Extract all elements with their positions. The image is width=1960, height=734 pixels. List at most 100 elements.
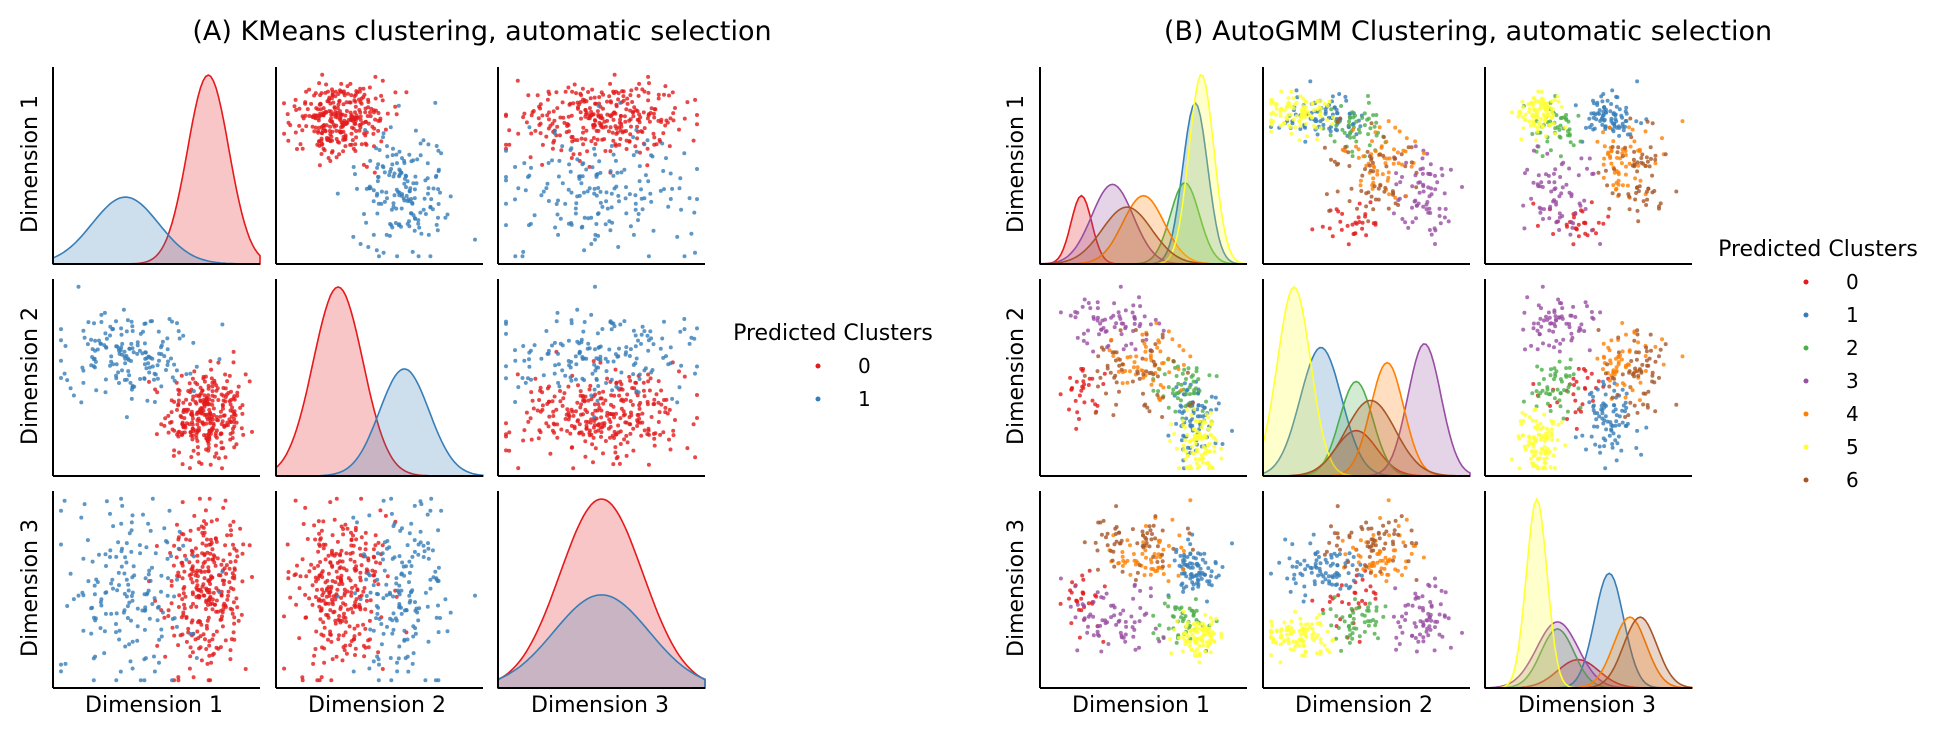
scatter-point-cluster-1 — [396, 656, 401, 661]
scatter-point-cluster-0 — [184, 397, 189, 402]
scatter-point-cluster-1 — [217, 357, 222, 362]
scatter-point-cluster-1 — [143, 576, 148, 581]
scatter-point-cluster-1 — [1178, 553, 1183, 558]
scatter-point-cluster-1 — [408, 211, 413, 216]
scatter-point-cluster-0 — [341, 149, 346, 154]
scatter-point-cluster-3 — [1552, 180, 1557, 185]
scatter-point-cluster-2 — [1558, 116, 1563, 121]
scatter-point-cluster-1 — [71, 597, 76, 602]
scatter-point-cluster-0 — [332, 106, 337, 110]
scatter-point-cluster-0 — [1320, 224, 1325, 229]
scatter-point-cluster-0 — [671, 118, 676, 123]
scatter-point-cluster-0 — [288, 595, 293, 600]
scatter-point-cluster-0 — [315, 587, 319, 592]
scatter-point-cluster-6 — [1610, 375, 1615, 380]
scatter-point-cluster-0 — [201, 397, 206, 402]
scatter-point-cluster-1 — [1610, 445, 1615, 450]
scatter-point-cluster-0 — [521, 115, 526, 120]
scatter-point-cluster-0 — [619, 382, 624, 387]
scatter-point-cluster-0 — [547, 399, 551, 404]
scatter-point-cluster-0 — [609, 402, 613, 407]
scatter-point-cluster-0 — [516, 131, 521, 136]
scatter-point-cluster-0 — [220, 610, 225, 615]
scatter-point-cluster-1 — [575, 307, 580, 312]
scatter-point-cluster-0 — [1585, 375, 1590, 380]
scatter-point-cluster-0 — [355, 623, 360, 628]
scatter-point-cluster-1 — [1620, 420, 1625, 425]
scatter-point-cluster-1 — [1323, 111, 1328, 116]
scatter-point-cluster-6 — [1646, 389, 1651, 394]
scatter-point-cluster-0 — [366, 638, 371, 643]
scatter-point-cluster-0 — [366, 121, 371, 126]
scatter-point-cluster-4 — [1401, 148, 1406, 153]
scatter-point-cluster-0 — [329, 678, 334, 683]
scatter-point-cluster-1 — [425, 604, 430, 609]
scatter-point-cluster-1 — [693, 371, 697, 376]
scatter-point-cluster-0 — [326, 637, 330, 642]
scatter-point-cluster-0 — [590, 411, 595, 416]
scatter-point-cluster-1 — [431, 575, 436, 580]
scatter-point-cluster-1 — [662, 187, 666, 192]
scatter-point-cluster-4 — [1413, 139, 1418, 144]
scatter-point-cluster-3 — [1552, 198, 1556, 203]
scatter-point-cluster-6 — [1649, 348, 1653, 353]
scatter-point-cluster-4 — [1358, 183, 1363, 188]
scatter-point-cluster-0 — [357, 128, 362, 133]
scatter-point-cluster-0 — [565, 124, 570, 128]
scatter-point-cluster-1 — [596, 211, 601, 216]
scatter-point-cluster-5 — [1331, 115, 1335, 120]
scatter-point-cluster-6 — [1603, 371, 1608, 376]
scatter-point-cluster-1 — [362, 212, 366, 216]
scatter-point-cluster-1 — [119, 326, 124, 331]
scatter-point-cluster-0 — [357, 123, 362, 128]
scatter-point-cluster-1 — [367, 184, 372, 189]
scatter-point-cluster-0 — [180, 632, 185, 637]
scatter-point-cluster-1 — [609, 205, 614, 210]
scatter-point-cluster-1 — [390, 153, 395, 158]
scatter-point-cluster-1 — [593, 152, 597, 157]
scatter-point-cluster-0 — [195, 583, 200, 588]
scatter-point-cluster-0 — [341, 633, 346, 638]
scatter-point-cluster-1 — [1593, 442, 1598, 447]
scatter-point-cluster-3 — [1081, 331, 1086, 336]
scatter-point-cluster-1 — [522, 161, 527, 166]
scatter-point-cluster-0 — [352, 637, 357, 642]
scatter-point-cluster-0 — [201, 632, 206, 637]
scatter-point-cluster-1 — [402, 628, 407, 633]
scatter-point-cluster-5 — [1542, 460, 1547, 465]
scatter-point-cluster-1 — [127, 600, 132, 605]
scatter-point-cluster-0 — [169, 601, 174, 606]
scatter-point-cluster-0 — [1356, 215, 1361, 220]
scatter-point-cluster-1 — [358, 242, 363, 246]
scatter-point-cluster-4 — [1170, 337, 1175, 342]
scatter-point-cluster-1 — [636, 338, 640, 343]
scatter-point-cluster-1 — [1303, 139, 1308, 144]
scatter-point-cluster-1 — [522, 358, 527, 363]
scatter-point-cluster-1 — [397, 149, 402, 154]
scatter-point-cluster-1 — [81, 328, 86, 333]
scatter-point-cluster-1 — [428, 254, 433, 259]
scatter-point-cluster-1 — [143, 605, 148, 610]
scatter-point-cluster-0 — [213, 563, 218, 568]
scatter-point-cluster-1 — [1610, 442, 1615, 446]
scatter-point-cluster-1 — [125, 604, 130, 609]
scatter-point-cluster-0 — [354, 135, 359, 140]
scatter-point-cluster-0 — [603, 439, 608, 443]
scatter-point-cluster-0 — [334, 128, 339, 133]
scatter-point-cluster-1 — [407, 224, 412, 229]
scatter-point-cluster-5 — [1293, 125, 1297, 130]
scatter-point-cluster-4 — [1179, 388, 1184, 393]
scatter-point-cluster-1 — [416, 221, 421, 226]
scatter-point-cluster-1 — [624, 345, 629, 350]
scatter-point-cluster-1 — [403, 656, 408, 661]
scatter-point-cluster-3 — [1091, 600, 1096, 604]
scatter-point-cluster-0 — [1363, 214, 1368, 219]
scatter-point-cluster-0 — [1368, 200, 1373, 205]
scatter-point-cluster-1 — [177, 529, 182, 534]
scatter-point-cluster-0 — [218, 573, 223, 578]
scatter-point-cluster-4 — [1181, 362, 1186, 367]
scatter-point-cluster-2 — [1187, 385, 1192, 390]
scatter-point-cluster-0 — [300, 675, 305, 680]
scatter-point-cluster-0 — [531, 406, 536, 411]
scatter-point-cluster-1 — [666, 362, 671, 367]
